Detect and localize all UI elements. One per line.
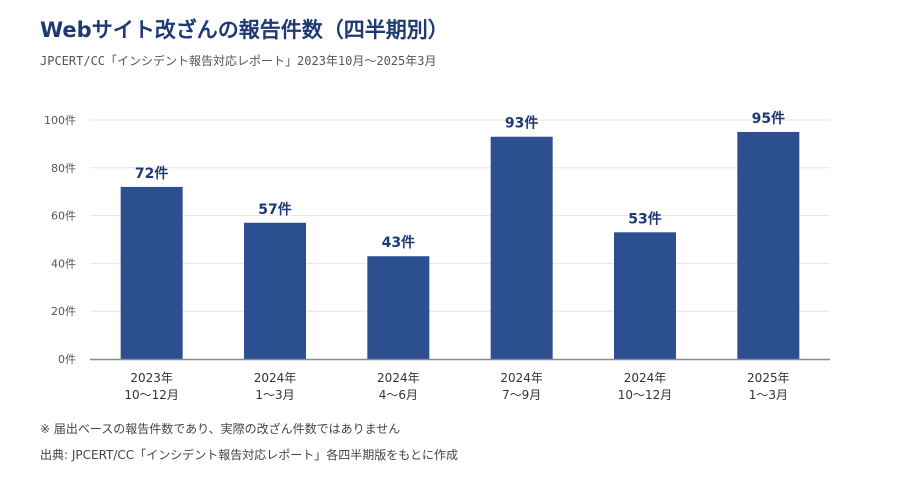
bar [244, 222, 306, 359]
x-axis-ticks: 2023年 10～12月 2024年 1～3月 2024年 4～6月 2024年 7～9月 20… [124, 371, 789, 402]
bar [367, 256, 430, 359]
y-tick-label: 20件 [51, 305, 76, 318]
value-label: 53件 [628, 210, 661, 227]
y-tick-label: 0件 [58, 353, 76, 366]
value-label: 72件 [135, 165, 168, 182]
y-tick-label: 100件 [44, 114, 76, 127]
value-label: 95件 [752, 110, 785, 127]
value-label: 43件 [382, 234, 415, 251]
bar [614, 232, 676, 359]
x-tick-label: 2025年 1～3月 [747, 371, 790, 402]
x-tick-label: 2024年 4～6月 [377, 371, 420, 402]
bar [737, 131, 800, 359]
x-tick-label: 2024年 1～3月 [254, 371, 297, 402]
chart-title: Webサイト改ざんの報告件数（四半期別） [40, 18, 449, 42]
value-label: 57件 [258, 201, 291, 218]
bar-chart: 0件 20件 40件 60件 80件 100件 72件 57件 43件 93件 53件 95件 20… [44, 110, 830, 402]
source-note: 出典: JPCERT/CC「インシデント報告対応レポート」各四半期版をもとに作成 [40, 448, 458, 462]
bars [120, 131, 800, 359]
chart-subtitle: JPCERT/CC「インシデント報告対応レポート」2023年10月～2025年3… [40, 54, 437, 68]
footnote: ※ 届出ベースの報告件数であり、実際の改ざん件数ではありません [40, 422, 401, 436]
value-labels: 72件 57件 43件 93件 53件 95件 [135, 110, 785, 251]
value-label: 93件 [505, 115, 538, 132]
bar [490, 136, 553, 359]
y-tick-label: 40件 [51, 257, 76, 270]
y-tick-label: 60件 [51, 210, 76, 223]
bar [120, 186, 183, 359]
y-axis-ticks: 0件 20件 40件 60件 80件 100件 [44, 114, 76, 366]
y-tick-label: 80件 [51, 162, 76, 175]
x-tick-label: 2023年 10～12月 [124, 371, 179, 402]
x-tick-label: 2024年 7～9月 [500, 371, 543, 402]
x-tick-label: 2024年 10～12月 [618, 371, 673, 402]
gridlines [90, 119, 830, 312]
